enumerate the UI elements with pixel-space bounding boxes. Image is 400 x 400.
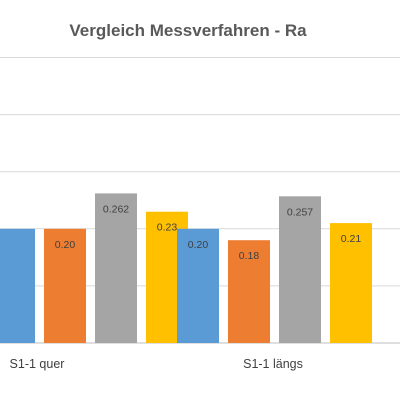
data-label: 0.262 [103, 203, 129, 215]
data-label: 0.20 [55, 239, 76, 251]
chart-title: Vergleich Messverfahren - Ra [69, 21, 307, 40]
bar [279, 196, 321, 343]
category-label: S1-1 längs [243, 357, 303, 371]
bar [95, 193, 137, 343]
data-label: 0.18 [239, 250, 260, 262]
bar [228, 240, 270, 343]
data-label: 0.21 [341, 233, 362, 245]
bar [44, 228, 86, 343]
data-labels: 0.20 0.262 0.23 0.20 0.18 0.257 0.21 [55, 203, 362, 262]
data-label: 0.23 [157, 222, 178, 234]
bars [0, 193, 372, 343]
category-labels: S1-1 quer S1-1 längs [10, 357, 303, 371]
data-label: 0.257 [287, 206, 313, 218]
category-label: S1-1 quer [10, 357, 65, 371]
bar [0, 228, 35, 343]
bar [330, 223, 372, 343]
bar [177, 228, 219, 343]
data-label: 0.20 [188, 239, 209, 251]
